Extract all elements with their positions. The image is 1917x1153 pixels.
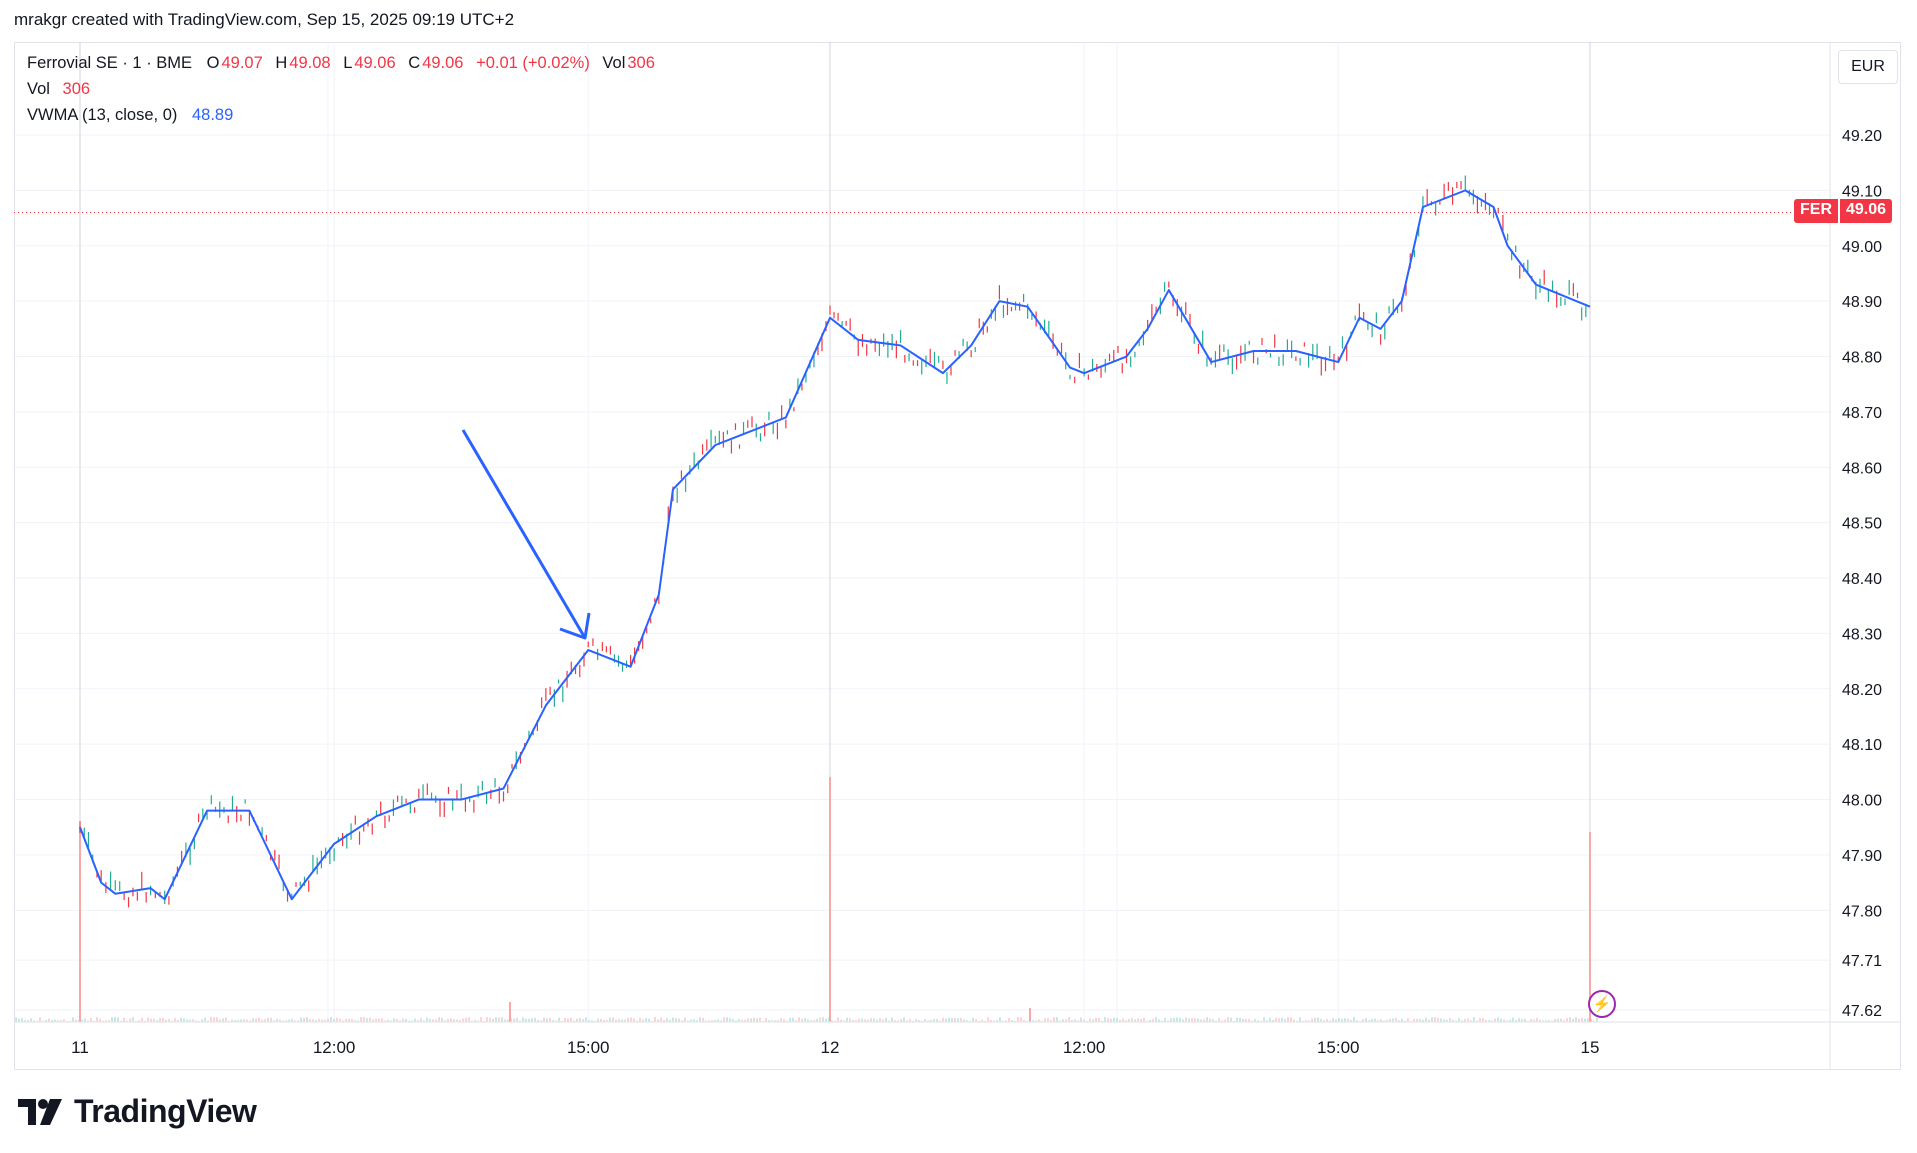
time-axis-label: 11 xyxy=(71,1038,89,1057)
price-axis-label: 49.00 xyxy=(1842,239,1882,256)
price-axis-label: 48.80 xyxy=(1842,350,1882,367)
time-axis-label: 15:00 xyxy=(1317,1038,1360,1057)
volume-layer xyxy=(15,777,1598,1022)
price-axis-label: 48.30 xyxy=(1842,626,1882,643)
vol-label: Vol xyxy=(602,54,626,72)
candle-layer xyxy=(79,175,1587,908)
time-axis-label: 12 xyxy=(821,1038,840,1057)
arrow-annotation-head xyxy=(559,612,591,640)
price-axis-label: 47.71 xyxy=(1842,953,1882,970)
volume-legend[interactable]: Vol 306 xyxy=(27,80,92,99)
grid-layer xyxy=(14,42,1830,1022)
open-value: 49.07 xyxy=(221,54,263,72)
time-axis-label: 15 xyxy=(1581,1038,1600,1057)
price-tag-symbol: FER xyxy=(1794,199,1838,223)
price-axis-label: 48.70 xyxy=(1842,405,1882,422)
price-axis-label: 48.50 xyxy=(1842,516,1882,533)
time-axis-label: 12:00 xyxy=(313,1038,356,1057)
close-value: 49.06 xyxy=(422,54,464,72)
price-axis-label: 47.62 xyxy=(1842,1003,1882,1020)
price-axis-label: 48.90 xyxy=(1842,294,1882,311)
open-label: O xyxy=(206,54,220,72)
price-axis-label: 48.10 xyxy=(1842,737,1882,754)
vwma-legend[interactable]: VWMA (13, close, 0) 48.89 xyxy=(27,106,235,125)
annotation-layer xyxy=(461,429,591,640)
price-axis-label: 47.90 xyxy=(1842,848,1882,865)
arrow-annotation-shaft xyxy=(461,429,587,639)
time-axis-label: 12:00 xyxy=(1063,1038,1106,1057)
low-label: L xyxy=(343,54,353,72)
last-price-tag: FER 49.06 xyxy=(1794,199,1893,223)
axis-layer: 49.20 49.10 49.00 48.90 48.80 48.70 48.60 48.50… xyxy=(14,42,1901,1070)
time-axis-label: 15:00 xyxy=(567,1038,610,1057)
vwma-line xyxy=(79,189,1591,901)
change-value: +0.01 (+0.02%) xyxy=(476,54,590,72)
vol-value: 306 xyxy=(627,54,655,72)
high-label: H xyxy=(275,54,288,72)
lightning-icon[interactable]: ⚡ xyxy=(1588,990,1616,1018)
ohlc-legend[interactable]: Ferrovial SE · 1 · BME O 49.07 H 49.08 L 49… xyxy=(27,54,657,73)
vwma-layer xyxy=(79,189,1591,901)
price-axis-label: 49.20 xyxy=(1842,128,1882,145)
close-label: C xyxy=(408,54,421,72)
tradingview-brand: TradingView xyxy=(74,1093,257,1129)
volume-indicator-label: Vol xyxy=(27,80,50,98)
currency-button[interactable]: EUR xyxy=(1838,50,1898,84)
price-axis-label: 48.20 xyxy=(1842,682,1882,699)
volume-indicator-value: 306 xyxy=(62,80,91,98)
chart-frame[interactable] xyxy=(14,42,1901,1070)
price-tag-value: 49.06 xyxy=(1840,199,1893,223)
tradingview-logo[interactable]: TradingView xyxy=(18,1093,257,1130)
price-axis-label: 48.60 xyxy=(1842,460,1882,477)
low-value: 49.06 xyxy=(354,54,396,72)
tradingview-logo-icon xyxy=(18,1098,62,1125)
price-axis-label: 47.80 xyxy=(1842,903,1882,920)
symbol-title[interactable]: Ferrovial SE · 1 · BME xyxy=(27,54,193,72)
price-axis-label: 48.00 xyxy=(1842,793,1882,810)
price-axis-label: 49.10 xyxy=(1842,183,1882,200)
high-value: 49.08 xyxy=(289,54,331,72)
vwma-value: 48.89 xyxy=(191,106,234,124)
vwma-label: VWMA (13, close, 0) xyxy=(27,106,178,124)
price-axis-label: 48.40 xyxy=(1842,571,1882,588)
chart-credit: mrakgr created with TradingView.com, Sep… xyxy=(14,10,515,29)
